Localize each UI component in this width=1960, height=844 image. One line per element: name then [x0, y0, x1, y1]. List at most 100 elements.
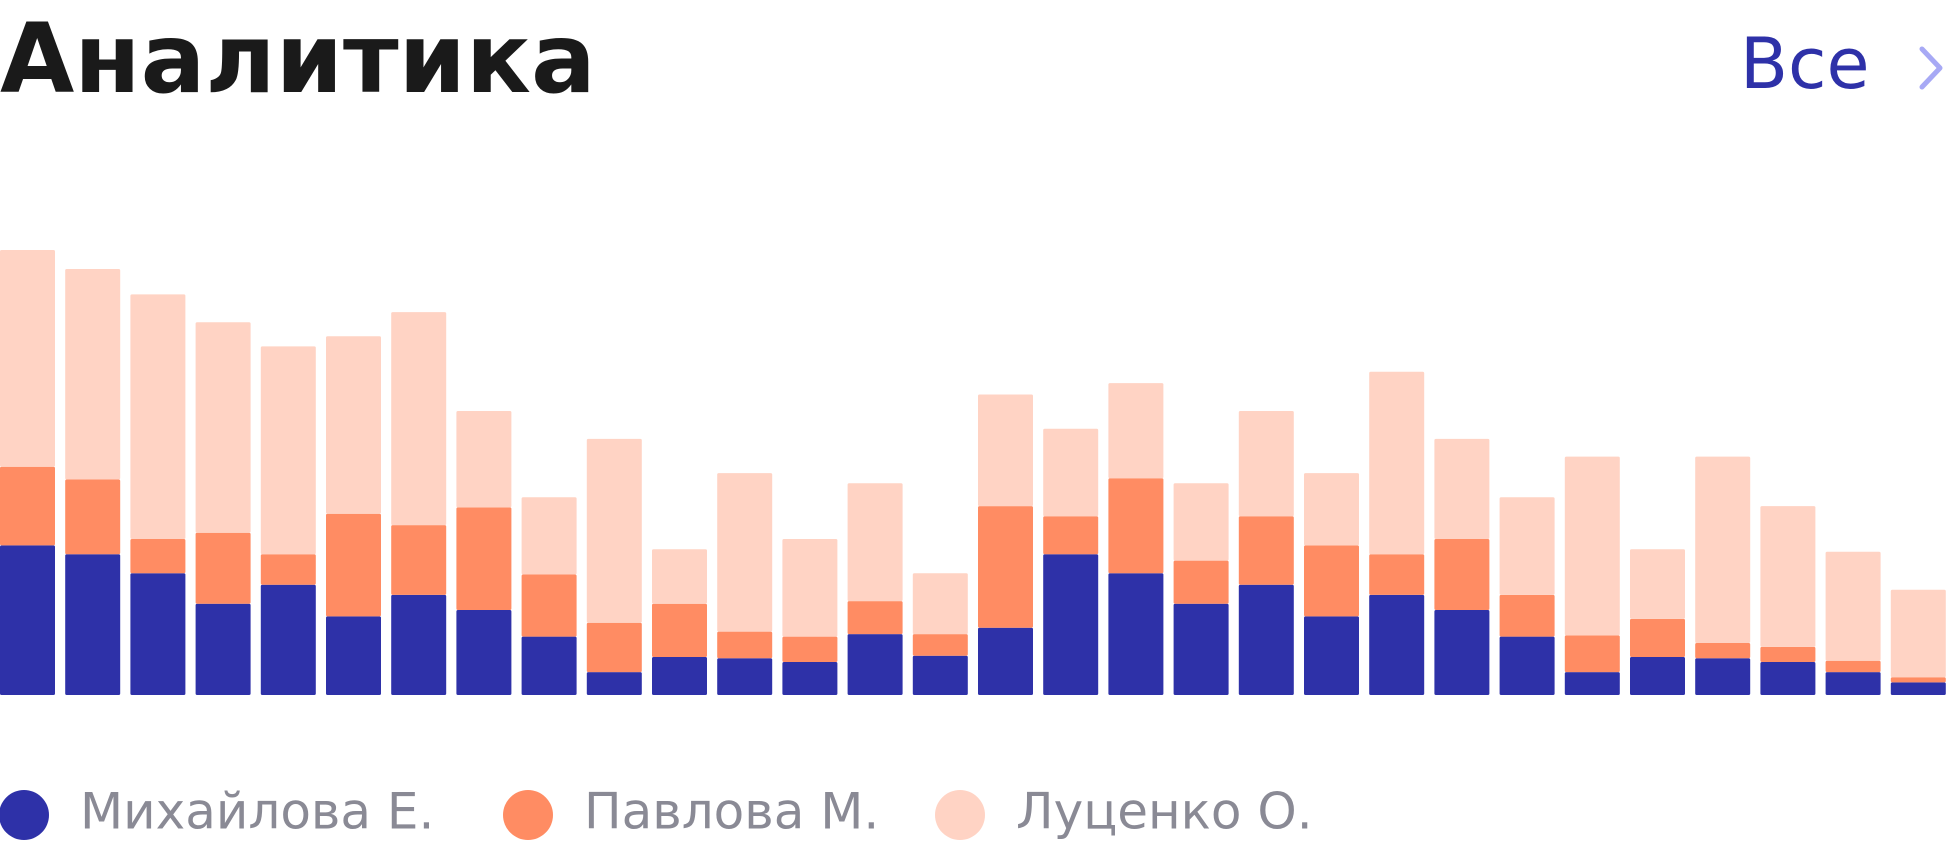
bar-segment: [1499, 497, 1555, 595]
bar-segment: [1760, 662, 1816, 695]
legend-swatch: [0, 790, 49, 840]
chevron-icon[interactable]: [1919, 46, 1943, 90]
legend-label: Павлова М.: [584, 783, 879, 841]
bar-segment: [326, 336, 381, 514]
bar-segment: [260, 346, 316, 555]
bar-segment: [847, 601, 903, 635]
bar-segment: [1304, 616, 1359, 695]
bar-segment: [1825, 672, 1881, 695]
bar-segment: [1890, 589, 1946, 678]
bar-segment: [717, 473, 773, 632]
bar-segment: [130, 294, 186, 540]
bar-segment: [65, 269, 121, 480]
bar-segment: [1434, 610, 1490, 695]
bar-segment: [717, 658, 773, 695]
bar-segment: [847, 483, 903, 602]
bar-segment: [912, 573, 968, 635]
bar-segment: [1173, 483, 1229, 561]
bar-segment: [1564, 635, 1620, 673]
bar-segment: [1630, 656, 1685, 695]
bar-segment: [65, 479, 121, 555]
bar-segment: [1369, 554, 1425, 595]
bar-segment: [1043, 428, 1099, 517]
bar-segment: [782, 539, 838, 637]
bar-segment: [456, 610, 512, 695]
bar-segment: [1760, 506, 1816, 647]
bar-segment: [65, 554, 121, 695]
bar-segment: [1043, 516, 1099, 555]
bar-segment: [1369, 594, 1425, 695]
bar-segment: [1043, 554, 1099, 695]
bar-segment: [847, 634, 903, 695]
bar-segment: [1695, 456, 1751, 644]
bar-segment: [782, 662, 838, 695]
bar-segment: [1825, 660, 1881, 673]
legend-swatch: [935, 790, 985, 840]
bar-segment: [456, 507, 512, 611]
bar-segment: [521, 574, 577, 637]
bar-segment: [1369, 371, 1425, 555]
bar-segment: [326, 513, 381, 617]
bar-segment: [1238, 584, 1294, 695]
bar-segment: [912, 655, 968, 695]
bar-segment: [260, 554, 316, 585]
legend-swatch: [503, 790, 553, 840]
bar-segment: [130, 573, 186, 695]
bar-segment: [1630, 618, 1685, 657]
bar-segment: [0, 466, 55, 546]
bar-segment: [586, 672, 642, 695]
bar-segment: [652, 549, 707, 604]
bar-segment: [912, 634, 968, 656]
bar-segment: [521, 497, 577, 575]
bar-segment: [1695, 658, 1751, 695]
bar-segment: [1304, 473, 1359, 546]
bar-segment: [1499, 594, 1555, 637]
bar-segment: [1304, 545, 1359, 617]
bar-segment: [1238, 411, 1294, 517]
bar-segment: [1434, 539, 1490, 611]
bar-segment: [586, 622, 642, 673]
bar-segment: [326, 616, 381, 695]
bar-segment: [1108, 478, 1164, 574]
bar-segment: [0, 545, 55, 695]
bar-segment: [1173, 560, 1229, 604]
bar-segment: [1108, 573, 1164, 695]
bar-segment: [978, 506, 1033, 628]
bar-segment: [195, 603, 251, 695]
bar-segment: [391, 312, 447, 526]
bar-segment: [0, 250, 55, 467]
bar-segment: [1825, 551, 1881, 661]
legend-label: Михайлова Е.: [80, 783, 434, 841]
bar-segment: [652, 656, 707, 695]
bar-segment: [1434, 438, 1490, 540]
see-all-link[interactable]: Все: [1740, 23, 1870, 105]
bar-segment: [195, 322, 251, 533]
bar-segment: [1564, 672, 1620, 695]
bar-segment: [1238, 516, 1294, 585]
bar-segment: [1108, 383, 1164, 479]
bar-segment: [652, 603, 707, 657]
bar-segment: [391, 594, 447, 695]
bar-segment: [521, 636, 577, 695]
bar-segment: [1760, 646, 1816, 663]
bar-segment: [195, 532, 251, 604]
bar-segment: [1630, 549, 1685, 619]
bar-segment: [782, 636, 838, 663]
bar-segment: [1890, 677, 1946, 683]
bar-segment: [130, 539, 186, 574]
widget-title: Аналитика: [0, 3, 596, 115]
bar-segment: [456, 411, 512, 508]
bar-segment: [586, 438, 642, 623]
bar-segment: [978, 394, 1033, 507]
bar-segment: [1173, 603, 1229, 695]
bar-segment: [1890, 682, 1946, 695]
bar-segment: [1695, 643, 1751, 659]
bar-segment: [1499, 636, 1555, 695]
bar-segment: [1564, 456, 1620, 636]
bar-segment: [260, 584, 316, 695]
bar-segment: [391, 525, 447, 595]
legend-label: Луценко О.: [1016, 783, 1313, 841]
bar-segment: [978, 627, 1033, 695]
